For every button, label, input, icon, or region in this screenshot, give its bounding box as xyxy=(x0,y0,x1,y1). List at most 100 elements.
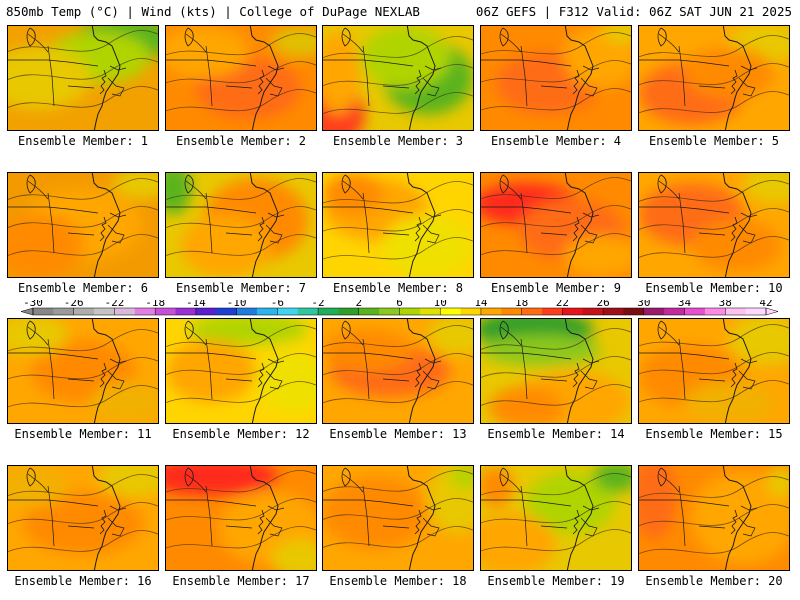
temperature-field xyxy=(166,173,316,277)
colorbar-swatch xyxy=(419,308,441,315)
ensemble-member-label: Ensemble Member: 4 xyxy=(490,134,622,148)
colorbar-swatch xyxy=(379,308,400,315)
ensemble-member-label: Ensemble Member: 20 xyxy=(645,574,783,588)
ensemble-member-map xyxy=(480,465,632,571)
colorbar-low-arrow xyxy=(20,307,34,316)
ensemble-member-map xyxy=(480,172,632,278)
ensemble-member-label: Ensemble Member: 13 xyxy=(329,427,467,441)
colorbar-tick-label: -30 xyxy=(23,300,43,309)
colorbar-swatch xyxy=(277,308,299,315)
colorbar-swatch xyxy=(480,308,502,315)
ensemble-member-label: Ensemble Member: 19 xyxy=(487,574,625,588)
ensemble-member-label: Ensemble Member: 8 xyxy=(332,281,464,295)
ensemble-member-map xyxy=(165,25,317,131)
colorbar-swatch xyxy=(53,308,75,315)
colorbar-tick-label: 18 xyxy=(515,300,528,309)
colorbar-tick-label: 30 xyxy=(637,300,650,309)
temperature-field xyxy=(481,173,631,277)
temperature-field xyxy=(323,173,473,277)
colorbar-tick-label: 10 xyxy=(434,300,447,309)
ensemble-member-map xyxy=(638,465,790,571)
colorbar-tick-label: -14 xyxy=(186,300,206,309)
colorbar-swatch xyxy=(236,308,258,315)
temperature-field xyxy=(166,26,316,130)
ensemble-member-map xyxy=(322,172,474,278)
temperature-colorbar: -30 -26 -22 -18 -14 -10 -6 -2 2 6 10 14 18 22 26 30 34 38… xyxy=(0,300,800,322)
temperature-field xyxy=(481,26,631,130)
colorbar-tick-label: 6 xyxy=(396,300,403,309)
colorbar-swatch xyxy=(256,308,278,315)
colorbar-tick-label: -10 xyxy=(227,300,247,309)
ensemble-member-map xyxy=(165,172,317,278)
colorbar-swatch xyxy=(603,308,624,315)
colorbar-swatch xyxy=(562,308,584,315)
temperature-field xyxy=(166,319,316,423)
temperature-field xyxy=(639,319,789,423)
ensemble-member-map xyxy=(7,318,159,424)
colorbar-swatch xyxy=(745,308,767,315)
ensemble-member-label: Ensemble Member: 9 xyxy=(490,281,622,295)
colorbar-tick-label: 34 xyxy=(678,300,692,309)
temperature-field xyxy=(8,466,158,570)
colorbar-tick-label: 2 xyxy=(355,300,362,309)
colorbar-tick-label: -26 xyxy=(64,300,84,309)
ensemble-member-map xyxy=(7,465,159,571)
colorbar-tick-label: -22 xyxy=(105,300,125,309)
ensemble-member-label: Ensemble Member: 2 xyxy=(175,134,307,148)
colorbar-tick-label: 14 xyxy=(474,300,488,309)
colorbar-swatch xyxy=(582,308,604,315)
ensemble-member-map xyxy=(638,25,790,131)
ensemble-member-label: Ensemble Member: 7 xyxy=(175,281,307,295)
colorbar-swatch xyxy=(114,308,136,315)
temperature-field xyxy=(323,26,473,130)
colorbar-swatch xyxy=(73,308,95,315)
ensemble-member-label: Ensemble Member: 10 xyxy=(645,281,783,295)
temperature-field xyxy=(481,319,631,423)
colorbar-swatch xyxy=(725,308,747,315)
colorbar-tick-label: -2 xyxy=(311,300,324,309)
ensemble-member-map xyxy=(7,172,159,278)
colorbar-swatch xyxy=(399,308,421,315)
colorbar-tick-label: 42 xyxy=(759,300,772,309)
ensemble-member-map xyxy=(480,318,632,424)
ensemble-member-map xyxy=(322,318,474,424)
colorbar-swatch xyxy=(358,308,380,315)
colorbar-swatch xyxy=(460,308,482,315)
ensemble-member-label: Ensemble Member: 12 xyxy=(172,427,310,441)
colorbar-swatch xyxy=(195,308,217,315)
temperature-field xyxy=(481,466,631,570)
colorbar-swatch xyxy=(440,308,462,315)
temperature-field xyxy=(323,319,473,423)
colorbar-swatch xyxy=(175,308,197,315)
ensemble-member-label: Ensemble Member: 6 xyxy=(17,281,149,295)
ensemble-member-map xyxy=(165,318,317,424)
colorbar-swatch xyxy=(33,308,54,315)
ensemble-member-map xyxy=(7,25,159,131)
colorbar-swatch xyxy=(338,308,360,315)
colorbar-graphic: -30 -26 -22 -18 -14 -10 -6 -2 2 6 10 14 18 22 26 30 34 38… xyxy=(20,300,779,316)
temperature-field xyxy=(639,26,789,130)
ensemble-member-label: Ensemble Member: 1 xyxy=(17,134,149,148)
colorbar-tick-label: -18 xyxy=(145,300,165,309)
colorbar-high-arrow xyxy=(765,307,779,316)
colorbar-swatch xyxy=(216,308,238,315)
ensemble-member-label: Ensemble Member: 16 xyxy=(14,574,152,588)
ensemble-member-label: Ensemble Member: 5 xyxy=(648,134,780,148)
colorbar-tick-label: -6 xyxy=(271,300,284,309)
ensemble-member-label: Ensemble Member: 17 xyxy=(172,574,310,588)
colorbar-swatch xyxy=(542,308,563,315)
colorbar-swatch xyxy=(318,308,339,315)
colorbar-tick-label: 38 xyxy=(719,300,732,309)
ensemble-member-map xyxy=(322,25,474,131)
ensemble-member-label: Ensemble Member: 11 xyxy=(14,427,152,441)
colorbar-swatch xyxy=(501,308,523,315)
colorbar-swatch xyxy=(684,308,706,315)
colorbar-swatch xyxy=(134,308,156,315)
temperature-field xyxy=(639,173,789,277)
colorbar-tick-label: 26 xyxy=(596,300,609,309)
ensemble-member-map xyxy=(480,25,632,131)
ensemble-member-map xyxy=(165,465,317,571)
model-valid-time: 06Z GEFS | F312 Valid: 06Z SAT JUN 21 20… xyxy=(475,4,792,19)
colorbar-swatch xyxy=(704,308,726,315)
colorbar-swatch xyxy=(623,308,645,315)
